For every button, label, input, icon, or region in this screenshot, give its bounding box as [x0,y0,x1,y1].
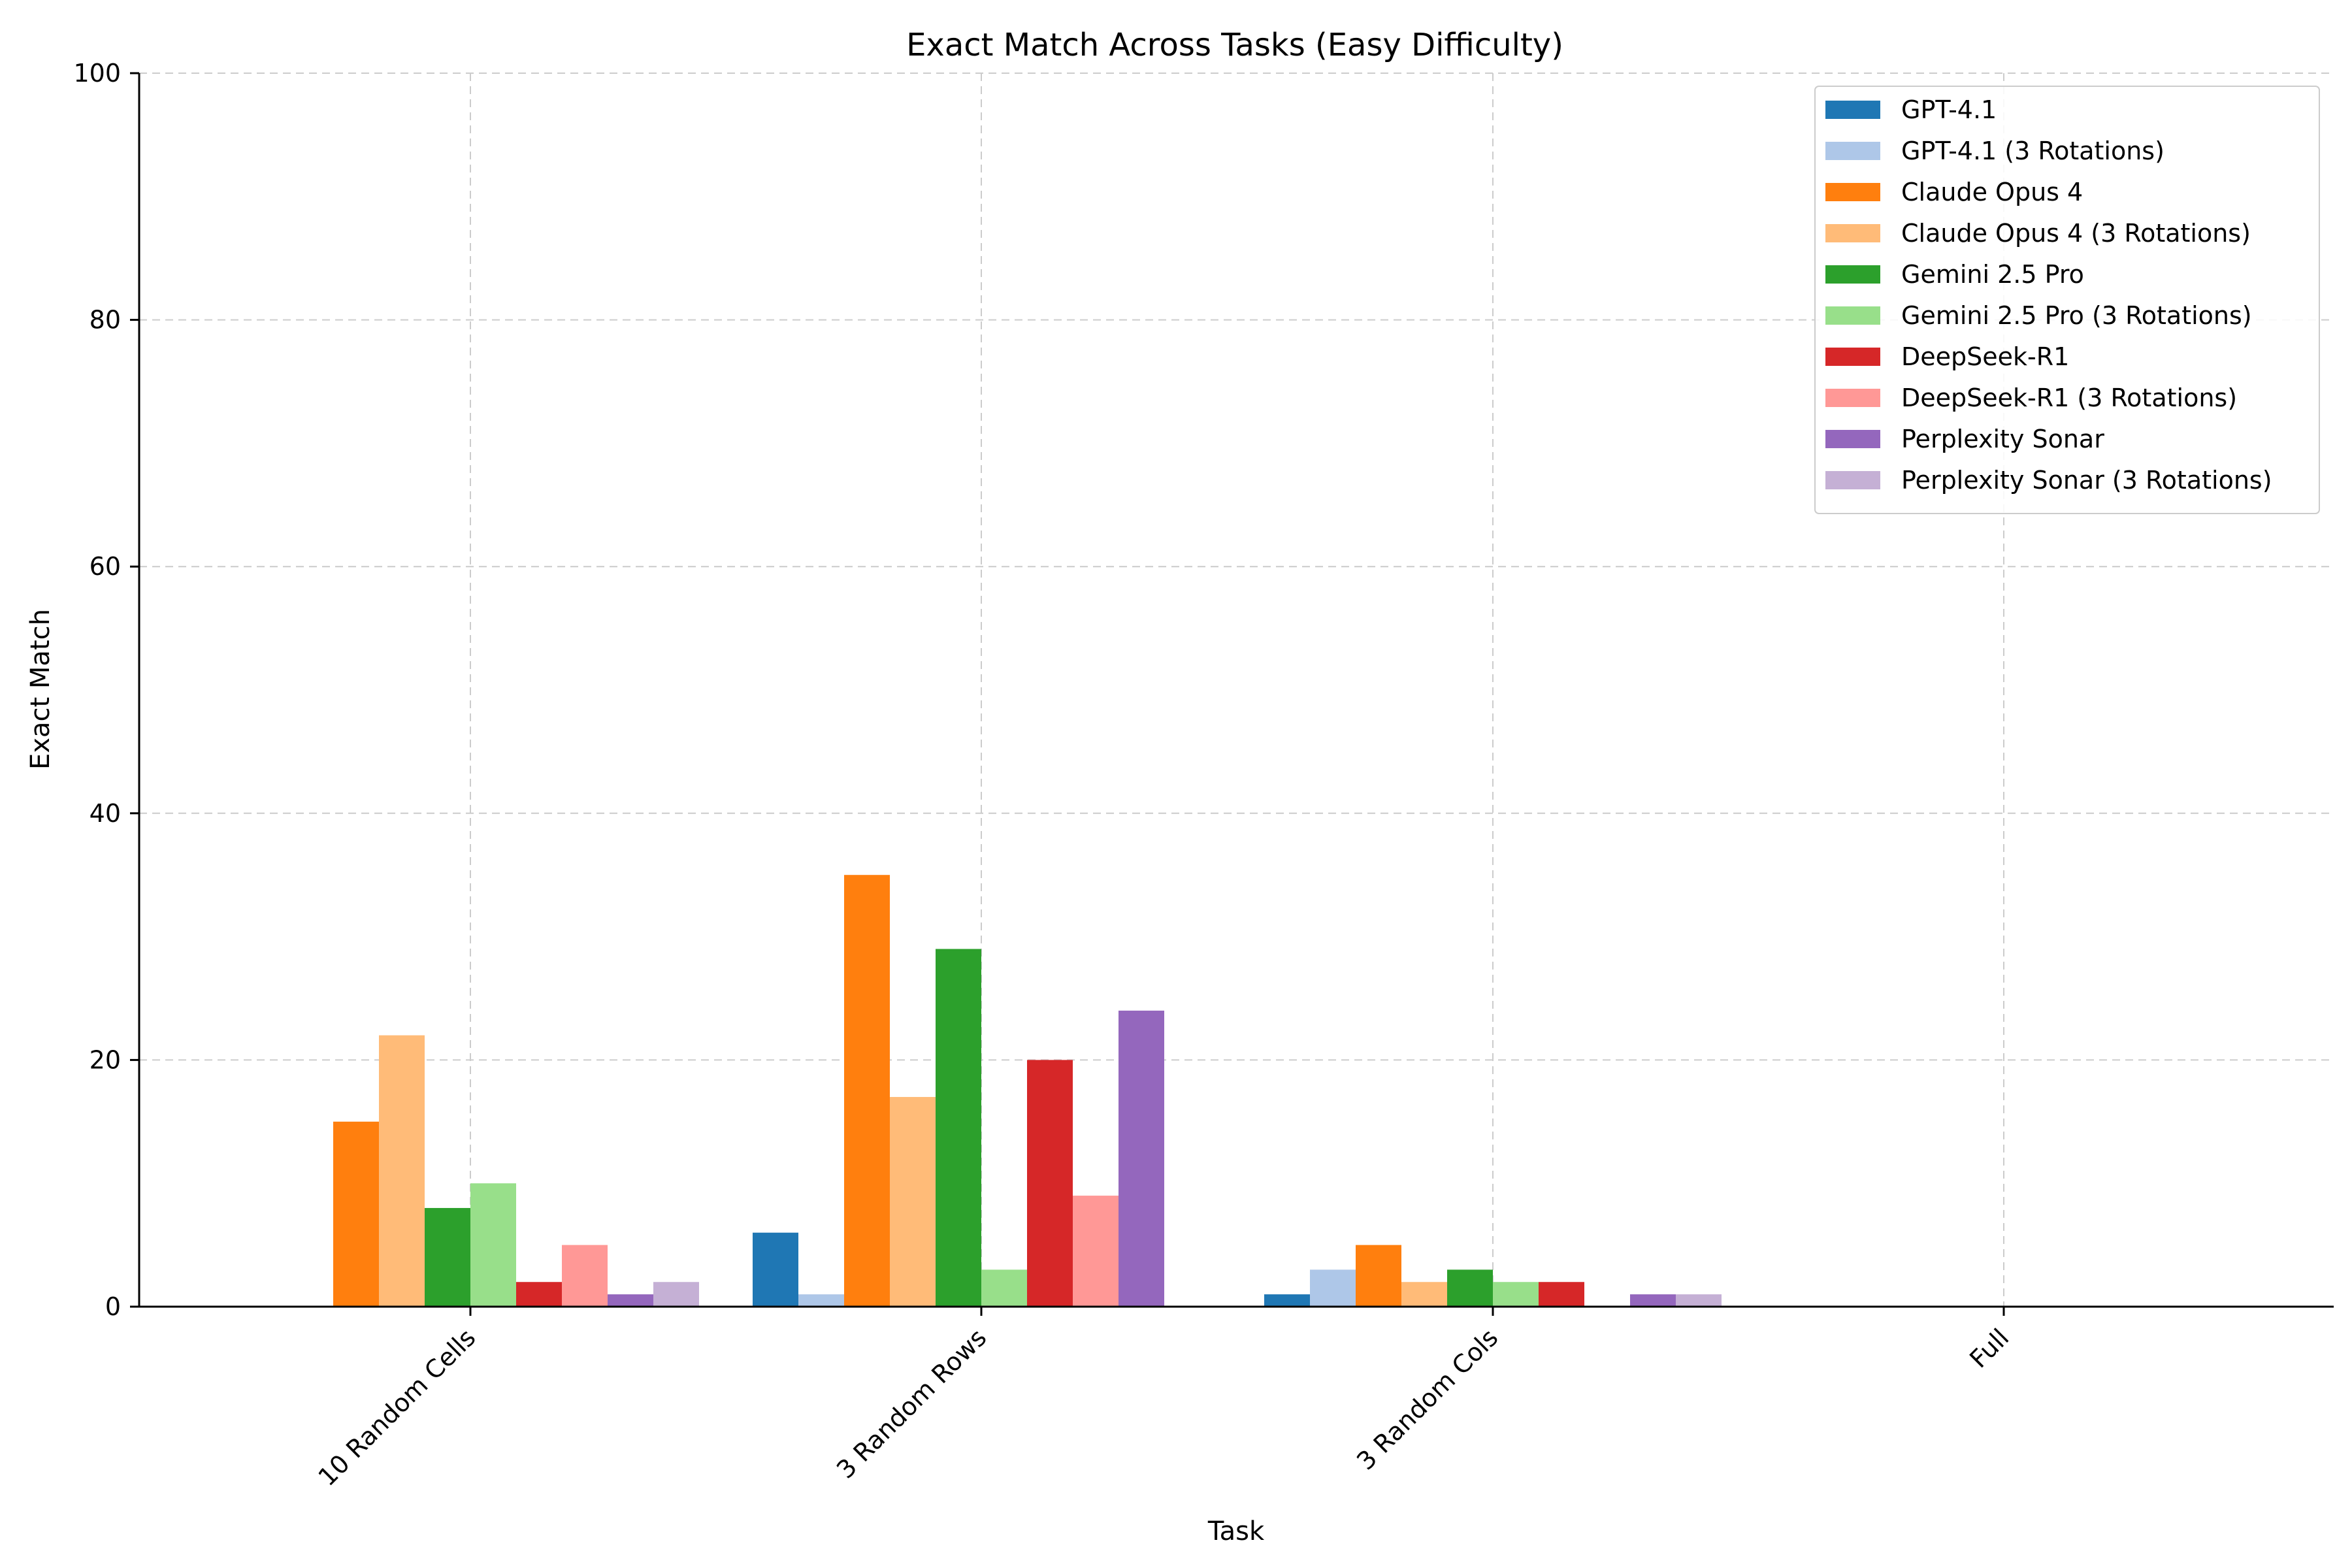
x-tick-label: 10 Random Cells [313,1323,482,1492]
bar [1676,1294,1722,1307]
bar [470,1183,516,1307]
y-tick-label: 60 [90,552,121,581]
bar [1630,1294,1676,1307]
bar [753,1232,798,1307]
y-tick-label: 80 [90,306,121,335]
x-axis-label: Task [1207,1516,1265,1546]
y-axis-ticks: 0 20 40 60 80 100 [73,59,139,1321]
bar [1539,1282,1584,1307]
legend-swatch [1825,471,1880,489]
bar [1073,1196,1119,1307]
legend-label: Perplexity Sonar [1901,425,2104,453]
bar [1493,1282,1539,1307]
legend-swatch [1825,348,1880,366]
x-tick-label: Full [1964,1323,2014,1373]
legend-label: DeepSeek-R1 (3 Rotations) [1901,384,2237,412]
legend-swatch [1825,142,1880,160]
legend-swatch [1825,306,1880,325]
bar [1401,1282,1447,1307]
bar [516,1282,562,1307]
legend-swatch [1825,101,1880,119]
bar [1027,1060,1073,1307]
bar [608,1294,653,1307]
x-tick-label: 3 Random Cols [1351,1323,1503,1475]
bar [653,1282,699,1307]
y-axis-label: Exact Match [25,609,56,770]
bar [981,1269,1027,1307]
legend-label: Gemini 2.5 Pro [1901,260,2084,289]
legend-swatch [1825,183,1880,201]
legend: GPT-4.1 GPT-4.1 (3 Rotations) Claude Opus … [1814,86,2320,514]
bar [1119,1010,1164,1307]
x-axis-ticks: 10 Random Cells 3 Random Rows 3 Random Col… [313,1307,2014,1492]
y-tick-label: 100 [73,59,121,88]
bar [1310,1269,1356,1307]
legend-label: DeepSeek-R1 [1901,342,2069,371]
legend-swatch [1825,430,1880,448]
bar [1264,1294,1310,1307]
legend-label: GPT-4.1 [1901,95,1997,124]
legend-swatch [1825,265,1880,284]
legend-label: Claude Opus 4 (3 Rotations) [1901,219,2251,248]
axes [138,73,2334,1308]
bar [562,1245,608,1307]
legend-swatch [1825,389,1880,407]
bar [379,1035,425,1307]
bar [425,1207,470,1307]
bar [936,949,981,1307]
chart-title: Exact Match Across Tasks (Easy Difficult… [906,27,1563,63]
y-tick-label: 40 [90,799,121,828]
bar [1447,1269,1493,1307]
bar [844,875,890,1307]
legend-label: Gemini 2.5 Pro (3 Rotations) [1901,301,2252,330]
bars [333,875,1722,1307]
bar [1356,1245,1401,1307]
legend-swatch [1825,224,1880,242]
bar [890,1097,936,1307]
legend-label: GPT-4.1 (3 Rotations) [1901,137,2164,165]
grid-lines [139,73,2334,1307]
y-tick-label: 0 [105,1292,121,1321]
x-tick-label: 3 Random Rows [831,1323,992,1484]
legend-label: Perplexity Sonar (3 Rotations) [1901,466,2272,495]
legend-box [1814,86,2320,514]
bar [333,1121,379,1307]
legend-label: Claude Opus 4 [1901,178,2083,206]
y-tick-label: 20 [90,1045,121,1074]
bar [798,1294,844,1307]
